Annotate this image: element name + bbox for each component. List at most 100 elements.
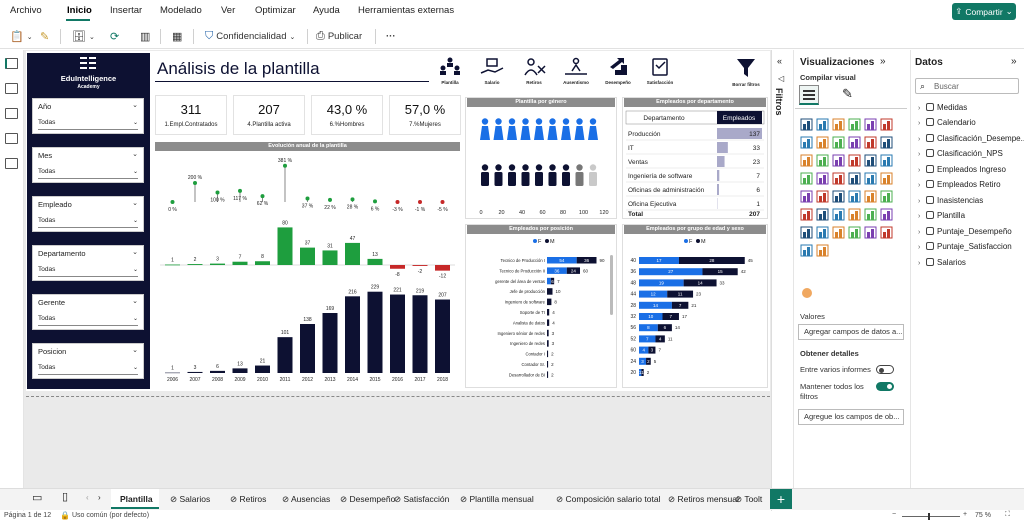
- visual-type-gallery[interactable]: [799, 117, 893, 303]
- slicer-posicion[interactable]: Posicion ⌄ Todas ⌄: [32, 343, 144, 379]
- menu-archivo[interactable]: Archivo: [10, 5, 42, 16]
- field-calendario[interactable]: › Calendario: [918, 118, 976, 127]
- posicion-panel[interactable]: [465, 224, 617, 388]
- fit-page-icon[interactable]: ⛶: [1005, 511, 1010, 518]
- filters-tab[interactable]: Filtros: [774, 88, 784, 116]
- field-clasificacion-desempeno[interactable]: › Clasificación_Desempe...: [918, 134, 1024, 143]
- field-empleados-retiro[interactable]: › Empleados Retiro: [918, 180, 1001, 189]
- field-inasistencias[interactable]: › Inasistencias: [918, 196, 984, 205]
- field-medidas[interactable]: › Medidas: [918, 103, 968, 112]
- add-page-button[interactable]: +: [770, 489, 792, 509]
- sensitivity-button[interactable]: ⛉ Confidencialidad ⌄: [205, 30, 296, 42]
- field-plantilla[interactable]: › Plantilla: [918, 211, 966, 220]
- slicer-dropdown[interactable]: Todas ⌄: [38, 361, 138, 375]
- menu-ver[interactable]: Ver: [221, 5, 236, 16]
- format-visual-tab[interactable]: ✎: [842, 86, 853, 102]
- collapse-filters-icon[interactable]: «: [777, 56, 783, 66]
- departamento-table[interactable]: Departamento Empleados Producción 137 IT 33 Ve…: [624, 109, 766, 219]
- get-data-button[interactable]: 🗄 ⌄: [72, 31, 95, 43]
- tab-plantilla-mensual[interactable]: ⊘ Plantilla mensual: [460, 494, 534, 504]
- new-visual-button[interactable]: ▥: [140, 28, 150, 45]
- slicer-gerente[interactable]: Gerente ⌄ Todas ⌄: [32, 294, 144, 330]
- evolucion-chart[interactable]: 0 % 200 % 100 % 117 % 62 % 381 % 37 % 22 % 28 % 6…: [155, 152, 460, 387]
- dax-view-icon[interactable]: [5, 133, 18, 144]
- more-options-button[interactable]: ···: [386, 31, 396, 42]
- table-view-icon[interactable]: [5, 83, 18, 94]
- nav-retiros[interactable]: Retiros: [516, 57, 552, 85]
- field-clasificacion-nps[interactable]: › Clasificación_NPS: [918, 149, 1003, 158]
- tabs-next-icon[interactable]: ›: [98, 493, 101, 502]
- clear-filters-button[interactable]: Borrar filtros: [728, 57, 764, 87]
- tab-plantilla[interactable]: Plantilla: [120, 494, 153, 504]
- kpi-mujeres[interactable]: 57,0 % 7.%Mujeres: [389, 95, 461, 135]
- tab-satisfacción[interactable]: ⊘ Satisfacción: [394, 494, 450, 504]
- slicer-dropdown[interactable]: Todas ⌄: [38, 116, 138, 130]
- field-salarios[interactable]: › Salarios: [918, 258, 966, 267]
- slicer-dropdown[interactable]: Todas ⌄: [38, 312, 138, 326]
- cross-report-toggle[interactable]: [876, 365, 894, 374]
- tab-ausencias[interactable]: ⊘ Ausencias: [282, 494, 331, 504]
- genero-panel[interactable]: [465, 97, 617, 219]
- nav-ausentismo[interactable]: Ausentismo: [558, 57, 594, 85]
- nav-satisfaccion[interactable]: Satisfacción: [642, 57, 678, 85]
- zoom-slider[interactable]: [902, 513, 960, 520]
- model-view-icon[interactable]: [5, 108, 18, 119]
- expand-viz-icon[interactable]: »: [880, 56, 886, 67]
- slicer-empleado[interactable]: Empleado ⌄ Todas ⌄: [32, 196, 144, 232]
- zoom-in-icon[interactable]: +: [963, 511, 968, 518]
- calculator-button[interactable]: ▦: [172, 28, 182, 45]
- kpi-contratados[interactable]: 311 1.Empl.Contratados: [155, 95, 227, 135]
- female-person-icon: [574, 126, 585, 140]
- net-bar: [435, 265, 450, 271]
- slicer-dropdown[interactable]: Todas ⌄: [38, 263, 138, 277]
- add-values-field[interactable]: Agregar campos de datos a...: [798, 324, 904, 340]
- build-visual-tab[interactable]: [799, 85, 819, 105]
- menu-optimizar[interactable]: Optimizar: [255, 5, 296, 16]
- share-button[interactable]: ⇪ Compartir ⌄: [952, 3, 1016, 20]
- tabs-prev-icon[interactable]: ‹: [86, 493, 89, 502]
- menu-ayuda[interactable]: Ayuda: [313, 5, 340, 16]
- format-painter-button[interactable]: ✎: [40, 28, 49, 45]
- paste-button[interactable]: 📋 ⌄: [10, 31, 33, 43]
- expand-data-icon[interactable]: »: [1011, 56, 1017, 67]
- nav-salario[interactable]: Salario: [474, 57, 510, 85]
- tab-salarios[interactable]: ⊘ Salarios: [170, 494, 211, 504]
- zoom-out-icon[interactable]: −: [892, 511, 897, 518]
- desktop-layout-icon[interactable]: ▭: [32, 492, 43, 504]
- genero-chart[interactable]: 0 20 40 60 80 100 120: [467, 110, 615, 217]
- kpi-hombres[interactable]: 43,0 % 6.%Hombres: [311, 95, 383, 135]
- slicer-departamento[interactable]: Departamento ⌄ Todas ⌄: [32, 245, 144, 281]
- posicion-label-f: 36: [554, 268, 560, 273]
- edad-category: 32: [630, 314, 636, 320]
- nav-plantilla[interactable]: Plantilla: [432, 57, 468, 85]
- slicer-dropdown[interactable]: Todas ⌄: [38, 165, 138, 179]
- tab-desempeño[interactable]: ⊘ Desempeño: [340, 494, 396, 504]
- menu-inicio[interactable]: Inicio: [67, 5, 92, 16]
- mobile-layout-icon[interactable]: ▯: [62, 491, 69, 503]
- keep-filters-toggle[interactable]: [876, 382, 894, 391]
- report-view-icon[interactable]: [5, 58, 18, 69]
- data-search-input[interactable]: ⌕ Buscar: [915, 78, 1019, 94]
- slicer-dropdown[interactable]: Todas ⌄: [38, 214, 138, 228]
- tab-composición-salario-total[interactable]: ⊘ Composición salario total: [556, 494, 661, 504]
- add-drillthrough-field[interactable]: Agregue los campos de ob...: [798, 409, 904, 425]
- menu-modelado[interactable]: Modelado: [160, 5, 202, 16]
- edad-label-total: 7: [658, 348, 661, 353]
- field-puntaje-satisfaccion[interactable]: › Puntaje_Satisfaccion: [918, 242, 1012, 251]
- publish-button[interactable]: ⎙ Publicar: [316, 30, 363, 42]
- menu-herramientas[interactable]: Herramientas externas: [358, 5, 455, 16]
- kpi-plantilla-activa[interactable]: 207 4.Plantilla activa: [233, 95, 305, 135]
- tab-toolt[interactable]: ⊘ Toolt: [735, 494, 763, 504]
- tmdl-view-icon[interactable]: [5, 158, 18, 169]
- nav-desempeno[interactable]: Desempeño: [600, 57, 636, 85]
- field-puntaje-desempeno[interactable]: › Puntaje_Desempeño: [918, 227, 1012, 236]
- tab-retiros[interactable]: ⊘ Retiros: [230, 494, 267, 504]
- tab-retiros-mensual[interactable]: ⊘ Retiros mensual: [668, 494, 739, 504]
- refresh-button[interactable]: ⟳: [110, 28, 119, 45]
- menu-insertar[interactable]: Insertar: [110, 5, 143, 16]
- slicer-mes[interactable]: Mes ⌄ Todas ⌄: [32, 147, 144, 183]
- field-empleados-ingreso[interactable]: › Empleados Ingreso: [918, 165, 1006, 174]
- slicer-ano[interactable]: Año ⌄ Todas ⌄: [32, 98, 144, 134]
